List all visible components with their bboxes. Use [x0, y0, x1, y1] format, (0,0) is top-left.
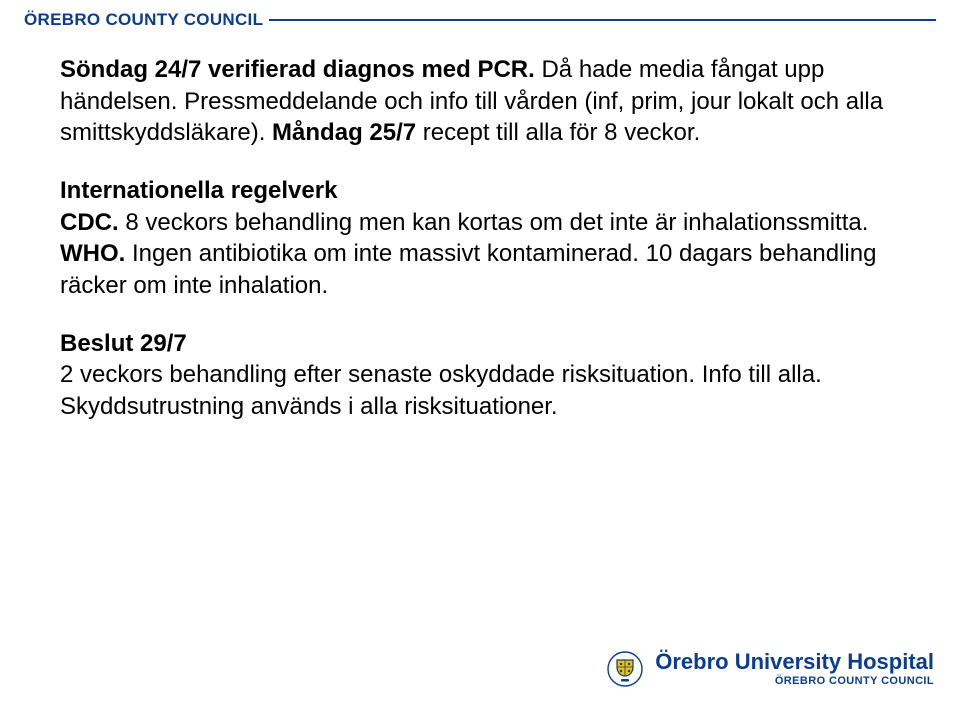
- footer-logo: Örebro University Hospital ÖREBRO COUNTY…: [605, 649, 934, 689]
- logo-main-text: Örebro University Hospital: [655, 651, 934, 673]
- text-run-bold: CDC.: [60, 209, 119, 236]
- crest-icon: [605, 649, 645, 689]
- logo-text-block: Örebro University Hospital ÖREBRO COUNTY…: [655, 651, 934, 687]
- text-run-bold: Beslut 29/7: [60, 330, 187, 357]
- text-run-bold: Söndag 24/7 verifierad diagnos med PCR.: [60, 56, 535, 83]
- text-run-bold: Internationella regelverk: [60, 177, 337, 204]
- text-run-bold: Måndag 25/7: [265, 119, 416, 146]
- paragraph-3: Beslut 29/7 2 veckors behandling efter se…: [60, 328, 900, 423]
- header-rule: [269, 19, 936, 21]
- text-run: Ingen antibiotika om inte massivt kontam…: [60, 240, 876, 299]
- text-run: recept till alla för 8 veckor.: [416, 119, 700, 146]
- text-run: 2 veckors behandling efter senaste oskyd…: [60, 361, 822, 420]
- logo-sub-text: ÖREBRO COUNTY COUNCIL: [655, 675, 934, 687]
- header-bar: ÖREBRO COUNTY COUNCIL: [24, 10, 936, 30]
- paragraph-2: Internationella regelverk CDC. 8 veckors …: [60, 175, 900, 302]
- text-run: 8 veckors behandling men kan kortas om d…: [119, 209, 869, 236]
- paragraph-1: Söndag 24/7 verifierad diagnos med PCR. …: [60, 54, 900, 149]
- header-title: ÖREBRO COUNTY COUNCIL: [24, 10, 269, 30]
- text-run-bold: WHO.: [60, 240, 125, 267]
- slide-body: Söndag 24/7 verifierad diagnos med PCR. …: [60, 54, 900, 449]
